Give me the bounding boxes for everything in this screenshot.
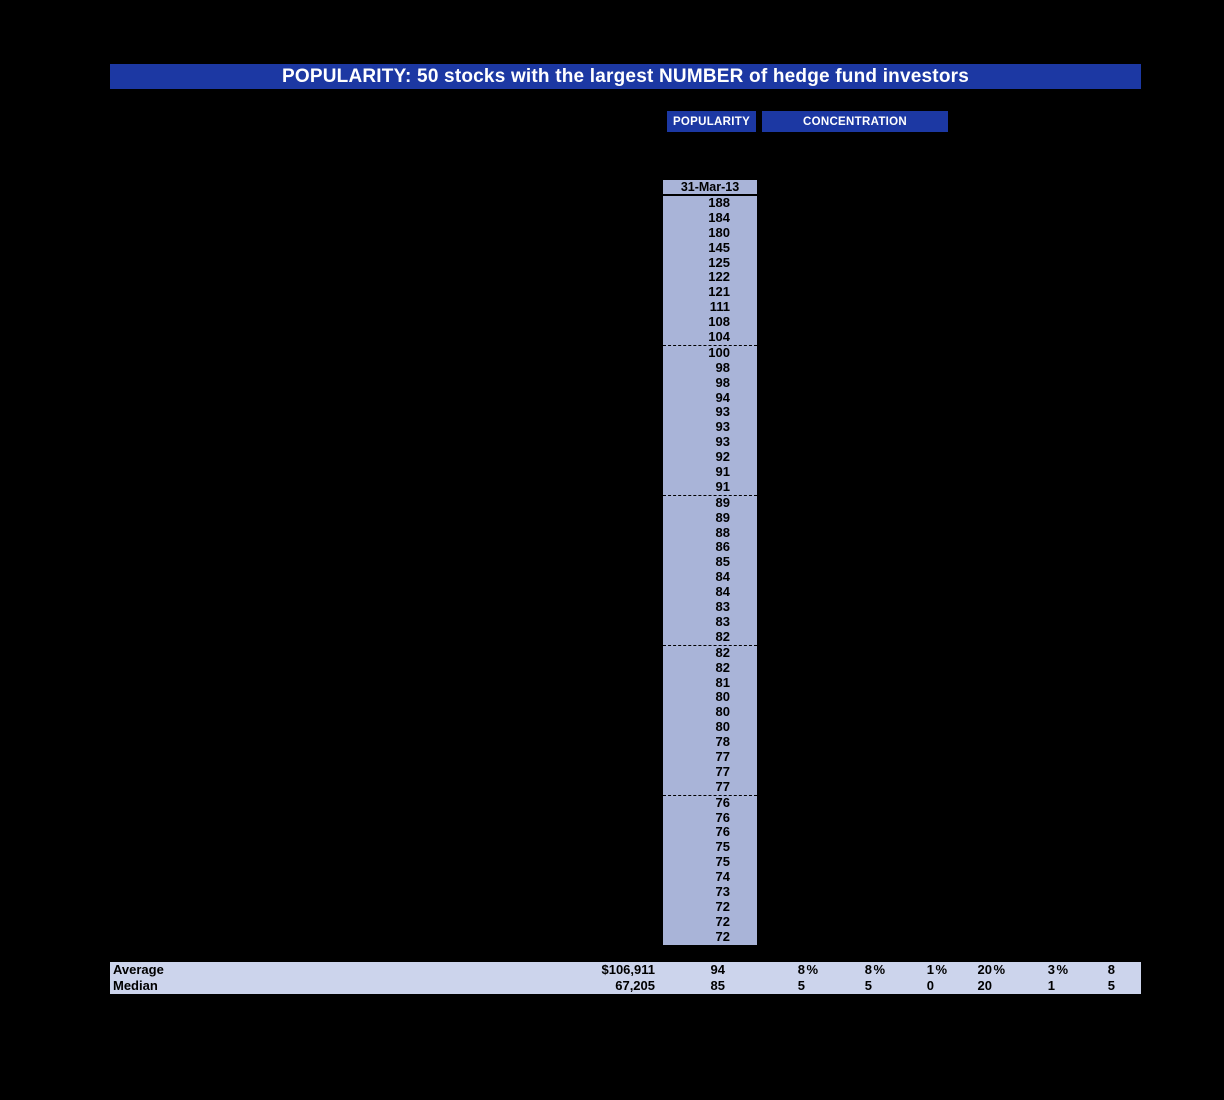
investor-count-cell: 111	[663, 299, 757, 316]
investor-count-cell: 81	[663, 675, 757, 691]
investor-count-cell: 98	[663, 375, 757, 391]
investor-count-cell: 72	[663, 914, 757, 930]
summary-cell: 67,205	[615, 978, 655, 993]
investor-count-cell: 82	[663, 645, 757, 661]
investor-count-cell: 98	[663, 360, 757, 376]
summary-cell: 1	[1047, 978, 1055, 993]
investor-count-cell: 108	[663, 314, 757, 331]
investor-count-cell: 122	[663, 270, 757, 286]
summary-cell: 1%	[926, 962, 947, 977]
decile-group: 100 98 98 94 93 93 93 92 91 91	[663, 345, 757, 496]
investor-count-cell: 76	[663, 825, 757, 841]
summary-cell: 5	[864, 978, 872, 993]
investor-count-cell: 91	[663, 479, 757, 495]
summary-cell: 85	[710, 978, 725, 993]
summary-row-label: Median	[113, 978, 158, 993]
investor-count-cell: 180	[663, 225, 757, 241]
investor-count-cell: 83	[663, 614, 757, 630]
investor-count-cell: 82	[663, 660, 757, 676]
decile-group: 76 76 76 75 75 74 73 72 72 72	[663, 795, 757, 945]
decile-group: 82 82 81 80 80 80 78 77 77 77	[663, 645, 757, 796]
summary-row: Average $106,911 94 8% 8% 1% 20% 3% 8	[110, 962, 1141, 978]
investor-count-cell: 76	[663, 795, 757, 811]
investor-count-cell: 84	[663, 569, 757, 586]
investor-count-cell: 89	[663, 495, 757, 511]
tab-popularity[interactable]: POPULARITY	[667, 111, 756, 132]
investor-count-cell: 104	[663, 329, 757, 345]
summary-cell: 20	[977, 978, 992, 993]
summary-cell: 0	[926, 978, 934, 993]
investor-count-cell: 80	[663, 704, 757, 721]
investor-count-cell: 92	[663, 449, 757, 466]
summary-cell: 8%	[864, 962, 885, 977]
investor-count-cell: 121	[663, 284, 757, 301]
investor-count-cell: 125	[663, 255, 757, 271]
investor-count-cell: 93	[663, 434, 757, 451]
investor-count-cell: 83	[663, 599, 757, 615]
summary-row: Median 67,205 85 5 5 0 20 1 5	[110, 978, 1141, 994]
summary-cell: 8	[1107, 962, 1115, 977]
investor-count-cell: 88	[663, 525, 757, 541]
page-title: POPULARITY: 50 stocks with the largest N…	[282, 65, 969, 87]
investor-count-cell: 84	[663, 584, 757, 601]
investor-count-cell: 77	[663, 749, 757, 765]
tab-concentration[interactable]: CONCENTRATION	[762, 111, 948, 132]
investor-count-cell: 89	[663, 510, 757, 526]
investor-count-cell: 93	[663, 405, 757, 421]
investor-count-cell: 184	[663, 210, 757, 226]
investor-count-cell: 73	[663, 884, 757, 900]
decile-group: 188 184 180 145 125 122 121 111 108 104	[663, 195, 757, 346]
investor-count-cell: 74	[663, 869, 757, 885]
summary-cell: 94	[710, 962, 725, 977]
investor-count-cell: 82	[663, 629, 757, 645]
summary-cell: $106,911	[601, 962, 655, 977]
investor-count-cell: 75	[663, 839, 757, 856]
summary-row-label: Average	[113, 962, 164, 977]
investor-count-cell: 145	[663, 240, 757, 256]
investor-count-cell: 100	[663, 345, 757, 361]
decile-group: 89 89 88 86 85 84 84 83 83 82	[663, 495, 757, 646]
investor-count-cell: 72	[663, 929, 757, 945]
investor-count-cell: 86	[663, 540, 757, 556]
investor-count-cell: 78	[663, 734, 757, 750]
investor-count-column: 188 184 180 145 125 122 121 111 108 104 100 98 98 94 9…	[663, 195, 757, 945]
investor-count-cell: 85	[663, 554, 757, 571]
investor-count-cell: 94	[663, 390, 757, 406]
investor-count-cell: 80	[663, 719, 757, 736]
title-banner: POPULARITY: 50 stocks with the largest N…	[110, 64, 1141, 89]
summary-section: Average $106,911 94 8% 8% 1% 20% 3% 8 Median 67,20…	[110, 962, 1141, 994]
investor-count-cell: 72	[663, 899, 757, 915]
investor-count-cell: 76	[663, 810, 757, 826]
investor-count-cell: 80	[663, 689, 757, 706]
date-column-header: 31-Mar-13	[663, 179, 757, 196]
summary-cell: 5	[797, 978, 805, 993]
investor-count-cell: 93	[663, 419, 757, 436]
investor-count-cell: 188	[663, 195, 757, 211]
investor-count-cell: 75	[663, 854, 757, 871]
investor-count-cell: 77	[663, 779, 757, 795]
summary-cell: 20%	[977, 962, 1005, 977]
investor-count-cell: 91	[663, 464, 757, 480]
summary-cell: 8%	[797, 962, 818, 977]
summary-cell: 5	[1107, 978, 1115, 993]
summary-cell: 3%	[1047, 962, 1068, 977]
investor-count-cell: 77	[663, 764, 757, 780]
